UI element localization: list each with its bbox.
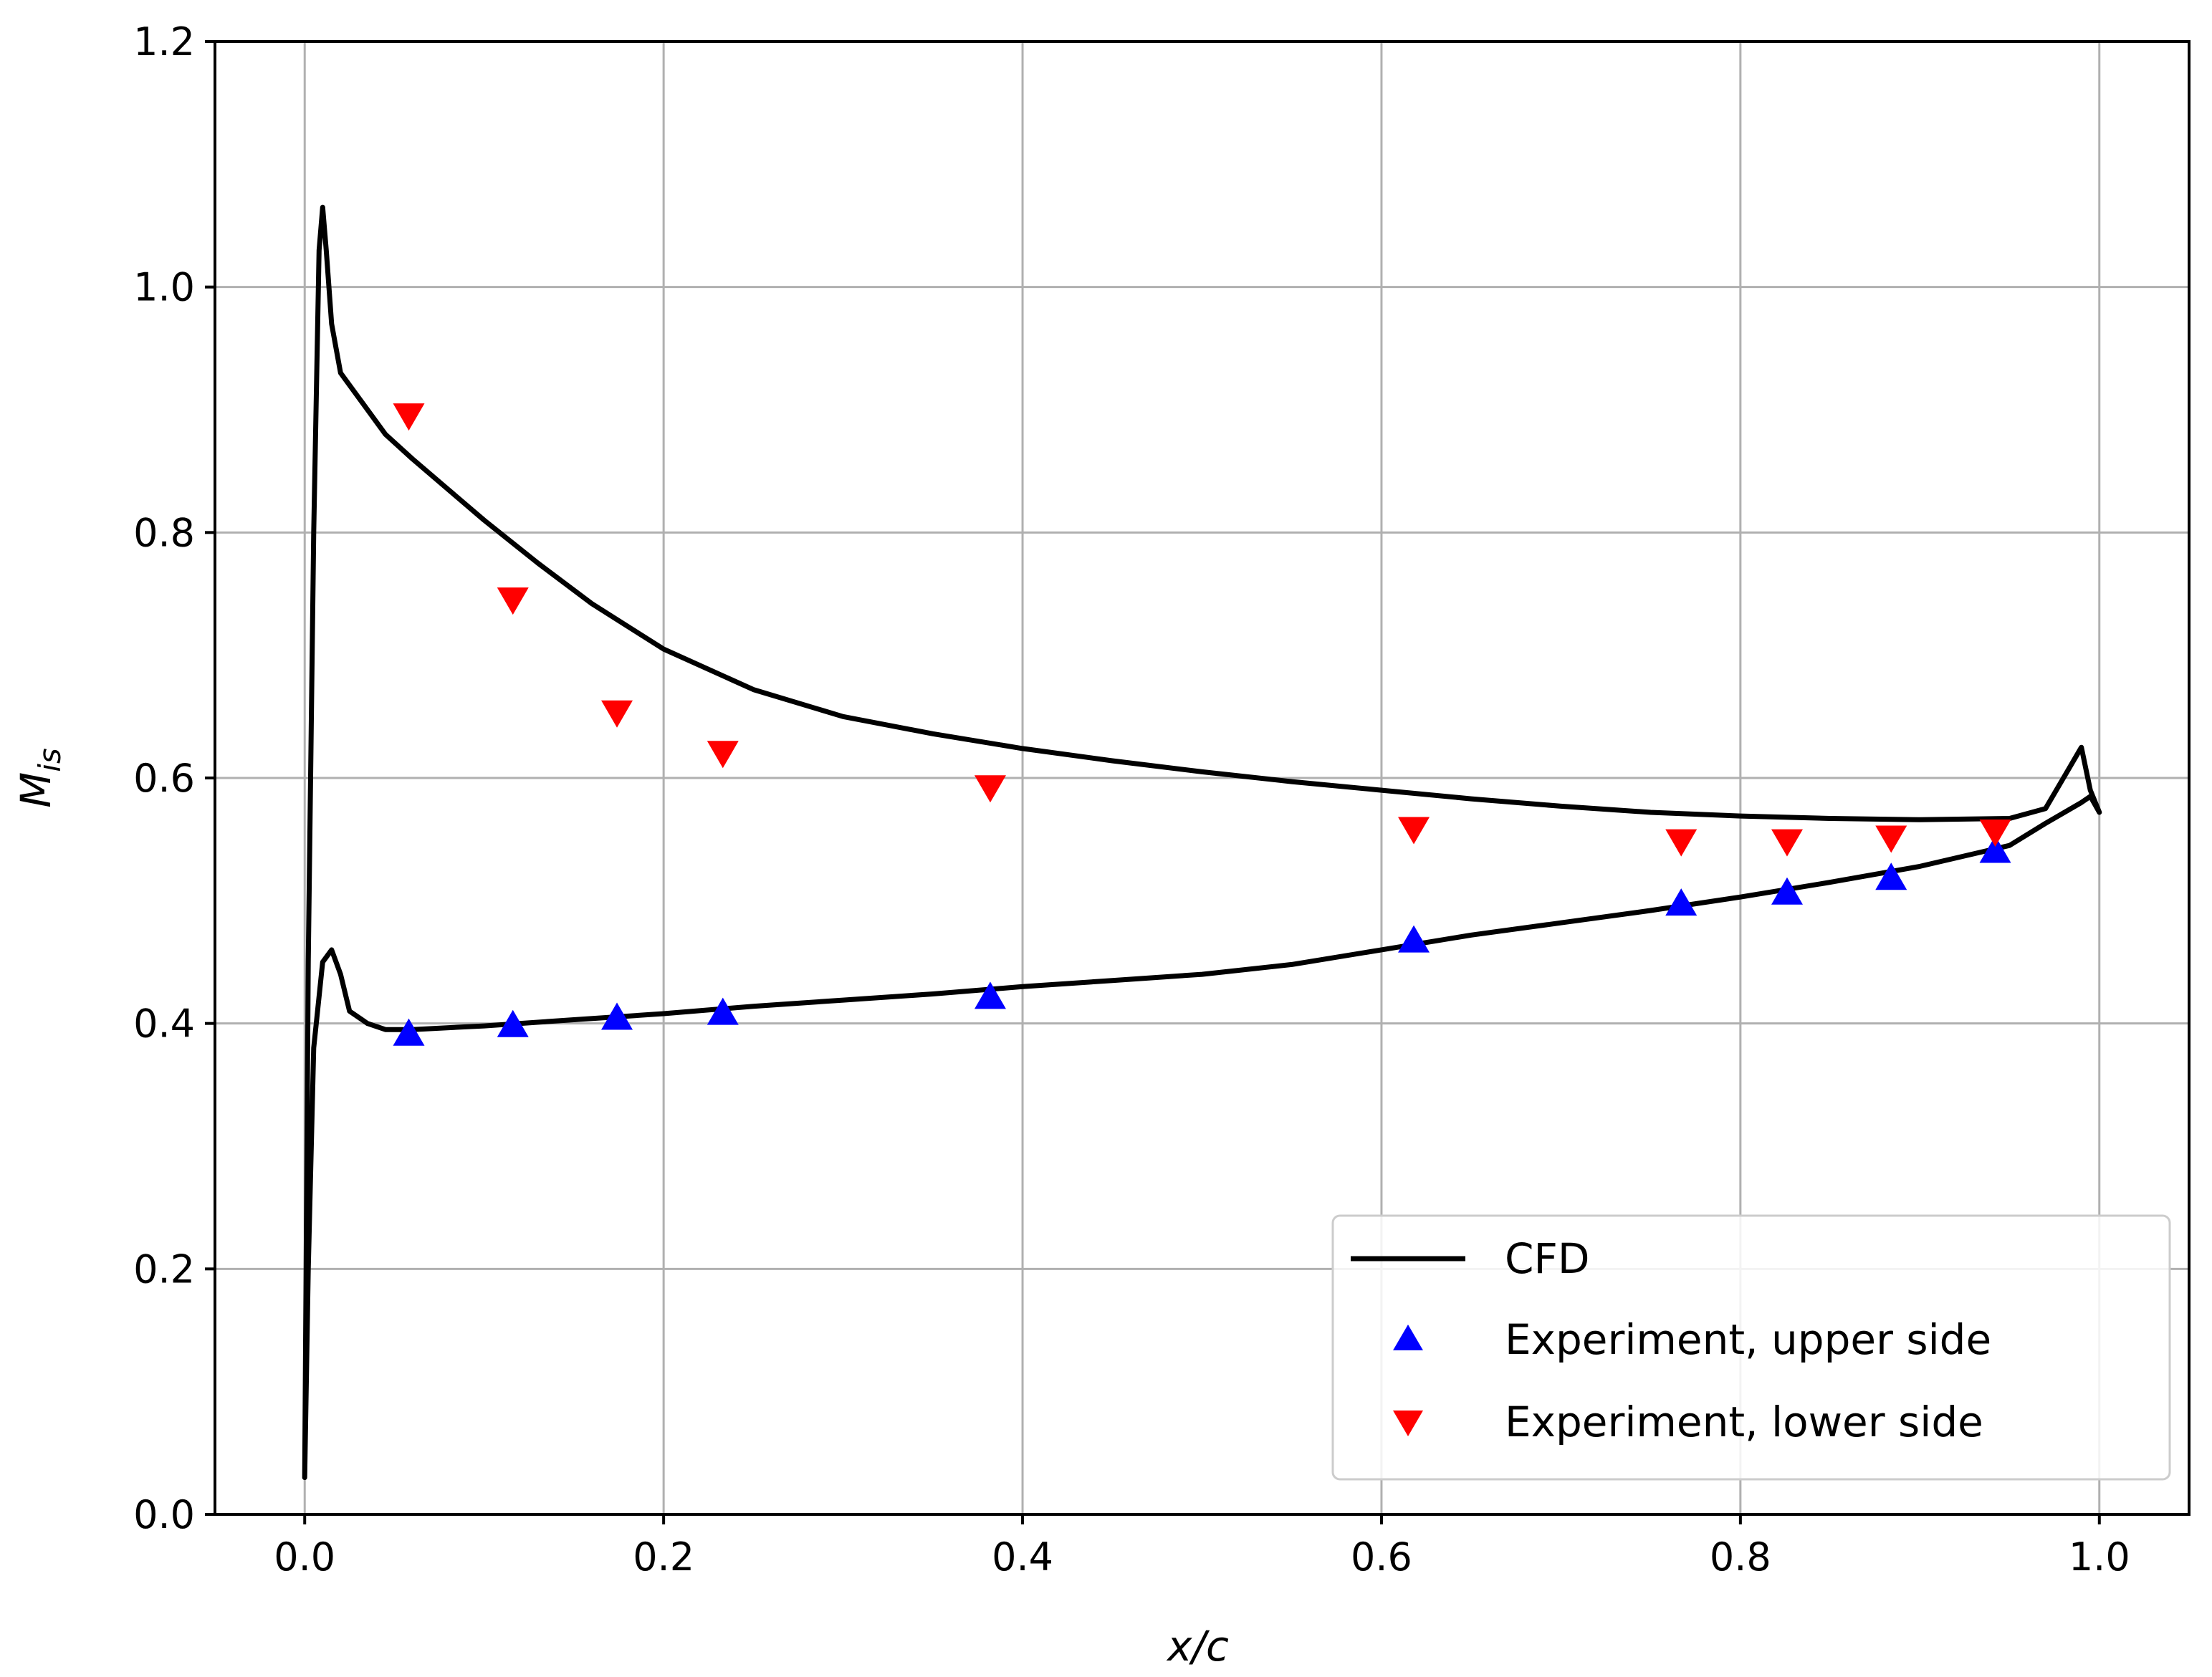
upper-side-marker — [1979, 835, 2011, 863]
upper-side-marker — [393, 1018, 425, 1046]
upper-side-marker — [1875, 862, 1907, 890]
x-axis-label: x/c — [1166, 1622, 1229, 1671]
y-tick-label: 0.4 — [133, 1001, 195, 1047]
x-tick-label: 0.6 — [1351, 1534, 1412, 1580]
upper-side-marker — [974, 981, 1006, 1009]
lower-side-marker — [1771, 829, 1803, 857]
cfd-line — [302, 204, 2102, 1481]
lower-side-marker — [497, 587, 529, 615]
lower-side-marker — [974, 775, 1006, 803]
y-tick-label: 1.2 — [133, 19, 195, 64]
lower-side-marker — [1398, 817, 1430, 845]
y-axis-label: Mis — [11, 748, 67, 808]
y-tick-label: 0.2 — [133, 1246, 195, 1292]
upper-side-marker — [1398, 925, 1430, 953]
upper-side-marker — [707, 997, 739, 1025]
upper-side-marker — [1771, 877, 1803, 905]
x-tick-label: 0.0 — [274, 1534, 335, 1580]
legend: CFD Experiment, upper side Experiment, l… — [1331, 1214, 2171, 1481]
y-axis-label-main: M — [11, 772, 60, 808]
lower-side-marker — [601, 700, 633, 728]
x-tick-label: 1.0 — [2069, 1534, 2130, 1580]
series-layer — [302, 204, 2102, 1481]
legend-upper-swatch — [1393, 1325, 1423, 1350]
lower-side-marker — [393, 403, 425, 431]
legend-lower-swatch — [1393, 1411, 1423, 1436]
y-tick-label: 0.6 — [133, 756, 195, 801]
y-tick-label: 1.0 — [133, 265, 195, 310]
legend-label-lower: Experiment, lower side — [1505, 1398, 1983, 1446]
y-axis-label-sub: is — [32, 748, 67, 772]
x-tick-label: 0.2 — [633, 1534, 694, 1580]
x-tick-label: 0.8 — [1710, 1534, 1771, 1580]
upper-side-marker — [601, 1002, 633, 1030]
lower-side-marker — [1979, 819, 2011, 847]
x-tick-label: 0.4 — [992, 1534, 1053, 1580]
axis-ticks: 0.0 0.2 0.4 0.6 0.8 1.0 0.0 0.2 0.4 0.6 0.8 1.0 1.2 — [133, 19, 2130, 1580]
legend-label-cfd: CFD — [1505, 1234, 1590, 1283]
lower-side-marker — [1665, 829, 1698, 857]
y-tick-label: 0.8 — [133, 510, 195, 555]
upper-side-marker — [1665, 888, 1698, 916]
lower-side-marker — [1875, 825, 1907, 853]
upper-side-marker — [497, 1009, 529, 1037]
lower-side-marker — [707, 741, 739, 769]
legend-box — [1331, 1214, 2171, 1481]
y-tick-label: 0.0 — [133, 1492, 195, 1537]
legend-label-upper: Experiment, upper side — [1505, 1315, 1991, 1364]
